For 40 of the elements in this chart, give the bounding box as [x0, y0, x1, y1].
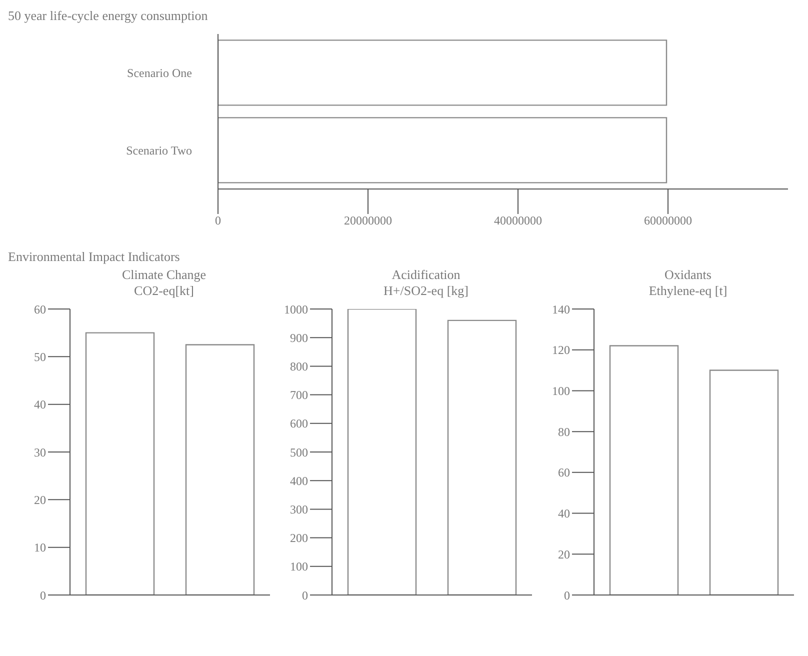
- y-tick-label: Scenario Two: [126, 144, 192, 158]
- y-tick-label: 0: [302, 588, 308, 602]
- y-tick-label: 100: [552, 384, 570, 398]
- chart-title: Oxidants: [664, 267, 712, 283]
- y-tick-label: 500: [290, 445, 308, 460]
- x-tick-label: 20000000: [344, 214, 392, 228]
- y-tick-label: 60: [34, 302, 46, 316]
- y-tick-label: 40: [558, 506, 570, 521]
- chart-subtitle: Ethylene-eq [t]: [648, 283, 728, 299]
- y-tick-label: 80: [558, 424, 570, 439]
- y-tick-label: 200: [290, 531, 308, 546]
- chart-subtitle: CO2-eq[kt]: [133, 283, 195, 299]
- y-tick-label: 400: [290, 474, 308, 488]
- y-tick-label: 100: [290, 560, 308, 574]
- x-tick-label: 60000000: [644, 214, 692, 228]
- y-tick-label: 140: [552, 302, 570, 316]
- y-tick-label: 50: [34, 350, 46, 364]
- x-tick-label: 40000000: [494, 214, 542, 228]
- y-tick-label: 0: [40, 588, 46, 602]
- y-tick-label: 700: [290, 388, 308, 402]
- y-tick-label: 20: [558, 547, 570, 562]
- y-tick-label: 900: [290, 330, 308, 345]
- y-tick-label: 120: [552, 343, 570, 358]
- text: 50 year life-cycle energy consumption: [8, 8, 209, 24]
- y-tick-label: 0: [564, 588, 570, 602]
- y-tick-label: 300: [290, 502, 308, 516]
- x-tick-label: 0: [215, 214, 221, 228]
- y-tick-label: 20: [34, 492, 46, 507]
- y-tick-label: 600: [290, 416, 308, 431]
- chart-subtitle: H+/SO2-eq [kg]: [382, 283, 470, 299]
- chart-title: Acidification: [390, 267, 462, 283]
- y-tick-label: 10: [34, 540, 46, 555]
- y-tick-label: 60: [558, 466, 570, 480]
- y-tick-label: 800: [290, 359, 308, 374]
- y-tick-label: 30: [34, 445, 46, 460]
- y-tick-label: Scenario One: [127, 66, 192, 80]
- text: Environmental Impact Indicators: [8, 249, 181, 266]
- y-tick-label: 40: [34, 398, 46, 412]
- chart-title: Climate Change: [120, 267, 208, 283]
- y-tick-label: 1000: [284, 302, 308, 316]
